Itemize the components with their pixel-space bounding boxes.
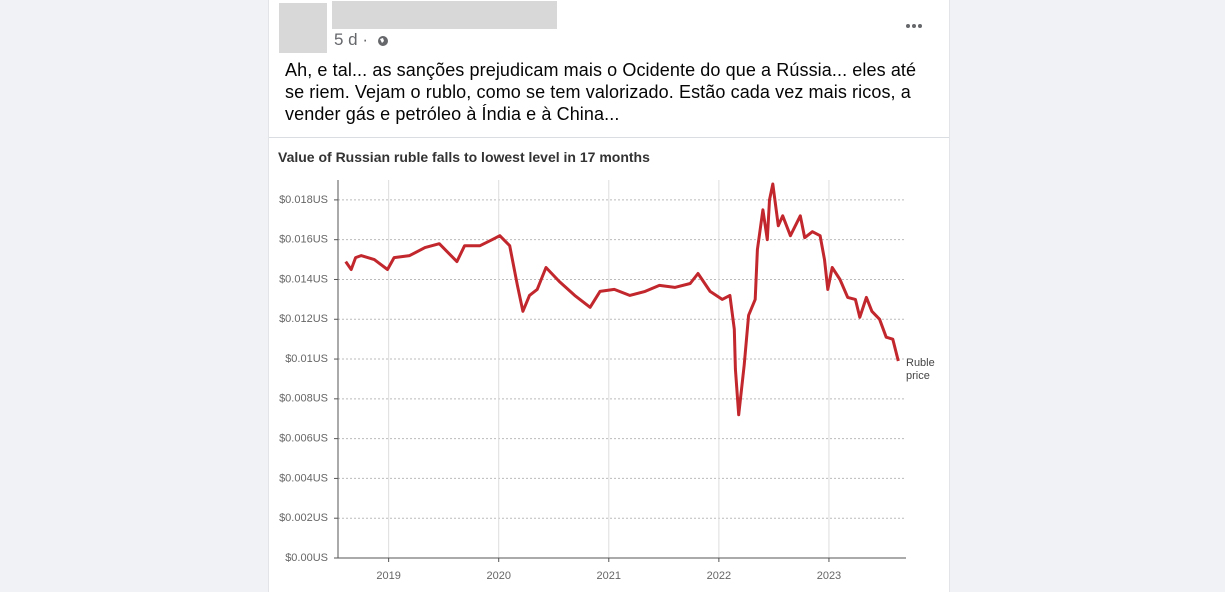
x-tick-label: 2022 (707, 570, 731, 582)
series-label: Ruble price (906, 357, 935, 382)
x-tick-label: 2021 (597, 570, 621, 582)
x-tick-label: 2019 (376, 570, 400, 582)
post-time[interactable]: 5 d · (334, 30, 369, 49)
y-tick-label: $0.004US (279, 472, 328, 484)
globe-icon (378, 36, 388, 46)
post-text: Ah, e tal... as sanções prejudicam mais … (285, 60, 917, 124)
y-tick-label: $0.002US (279, 512, 328, 524)
divider (269, 137, 949, 138)
y-tick-label: $0.012US (279, 313, 328, 325)
more-options[interactable] (905, 16, 925, 36)
x-tick-label: 2023 (817, 570, 841, 582)
y-tick-label: $0.008US (279, 393, 328, 405)
y-tick-label: $0.006US (279, 433, 328, 445)
avatar[interactable] (279, 3, 327, 53)
y-tick-label: $0.016US (279, 234, 328, 246)
price-line (344, 182, 900, 417)
x-tick-label: 2020 (486, 570, 510, 582)
chart-title: Value of Russian ruble falls to lowest l… (278, 149, 650, 165)
redacted-name[interactable] (332, 1, 557, 29)
y-tick-label: $0.014US (279, 273, 328, 285)
y-tick-label: $0.00US (285, 552, 328, 564)
y-tick-label: $0.01US (285, 353, 328, 365)
y-tick-label: $0.018US (279, 194, 328, 206)
